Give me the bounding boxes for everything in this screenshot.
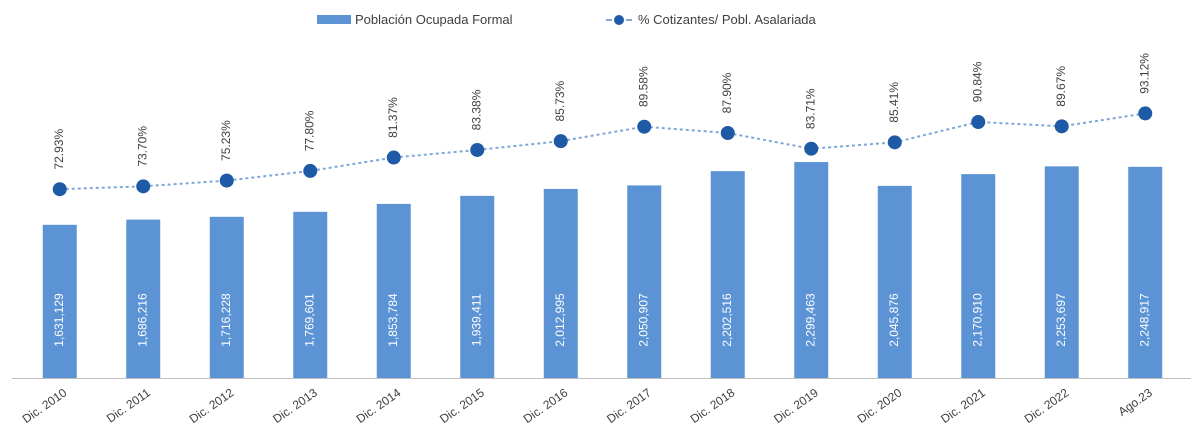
line-point	[637, 119, 652, 134]
line-value-label: 73.70%	[135, 126, 149, 167]
line-point	[52, 182, 67, 197]
line-point	[470, 142, 485, 157]
bar-value-label: 2,248,917	[1137, 293, 1151, 347]
line-value-label: 83.71%	[803, 88, 817, 129]
line-point	[804, 141, 819, 156]
line-value-label: 85.41%	[887, 82, 901, 123]
x-axis-labels: Dic. 2010 Dic. 2011 Dic. 2012 Dic. 2013 Dic.…	[20, 385, 1155, 426]
line-value-label: 93.12%	[1137, 53, 1151, 94]
line-series: 72.93% 73.70% 75.23% 77.80% 81.37% 83.38% 85.7…	[52, 53, 1153, 197]
bar-value-label: 1,716,228	[219, 293, 233, 347]
line-value-label: 77.80%	[302, 110, 316, 151]
line-value-label: 75.23%	[219, 120, 233, 161]
x-tick-label: Dic. 2013	[270, 385, 320, 426]
x-tick-label: Dic. 2019	[771, 385, 821, 426]
line-point	[553, 134, 568, 149]
bar	[293, 211, 328, 378]
bar-value-label: 2,253,697	[1054, 293, 1068, 347]
line-value-label: 85.73%	[553, 80, 567, 121]
x-tick-label: Dic. 2014	[354, 385, 404, 426]
line-point	[136, 179, 151, 194]
x-tick-label: Dic. 2015	[437, 385, 487, 426]
bar-value-label: 1,686,216	[135, 293, 149, 347]
bar	[710, 171, 745, 378]
line-value-label: 81.37%	[386, 97, 400, 138]
bar	[877, 185, 912, 378]
x-tick-label: Dic. 2021	[938, 385, 988, 426]
bar-value-label: 1,769,601	[302, 293, 316, 347]
line-point	[303, 163, 318, 178]
legend-item-line: % Cotizantes/ Pobl. Asalariada	[606, 12, 816, 27]
x-tick-label: Dic. 2011	[104, 385, 153, 425]
bar-value-label: 1,939,411	[469, 293, 483, 346]
legend-bar-swatch	[317, 15, 351, 24]
x-tick-label: Dic. 2018	[688, 385, 738, 426]
line-value-label: 89.67%	[1054, 66, 1068, 107]
line-point	[386, 150, 401, 165]
bar	[460, 195, 495, 378]
legend-line-swatch	[606, 14, 632, 25]
bar	[543, 188, 578, 378]
bar-value-label: 2,050,907	[636, 293, 650, 347]
line-point	[1054, 119, 1069, 134]
bar	[794, 162, 829, 378]
bar-value-label: 1,853,784	[386, 293, 400, 347]
bar-value-label: 2,202,516	[720, 293, 734, 347]
x-tick-label: Dic. 2017	[604, 385, 654, 426]
bar-value-label: 2,170,910	[970, 293, 984, 347]
legend-line-label: % Cotizantes/ Pobl. Asalariada	[638, 12, 816, 27]
line-point	[887, 135, 902, 150]
bar	[209, 216, 244, 378]
x-tick-label: Dic. 2016	[521, 385, 571, 426]
bar-series: 1,631,129 1,686,216 1,716,228 1,769,601 1,85…	[42, 162, 1163, 378]
bar	[376, 203, 411, 378]
x-tick-label: Dic. 2022	[1022, 385, 1072, 426]
bar-value-label: 2,045,876	[887, 293, 901, 347]
line-point	[1138, 106, 1153, 121]
line-path	[59, 112, 1146, 191]
x-tick-label: Ago.23	[1116, 385, 1155, 418]
x-tick-label: Dic. 2010	[20, 385, 70, 426]
legend: Población Ocupada Formal % Cotizantes/ P…	[0, 12, 1197, 32]
bar-value-label: 2,012,995	[553, 293, 567, 347]
x-tick-label: Dic. 2020	[855, 385, 905, 426]
line-value-label: 89.58%	[636, 66, 650, 107]
bar-value-label: 1,631,129	[52, 293, 66, 347]
legend-item-bars: Población Ocupada Formal	[317, 12, 513, 27]
bar	[627, 185, 662, 378]
x-tick-label: Dic. 2012	[187, 385, 237, 426]
bar	[42, 224, 77, 378]
line-point	[219, 173, 234, 188]
line-value-label: 83.38%	[469, 89, 483, 130]
line-value-label: 90.84%	[970, 61, 984, 102]
bar	[1128, 166, 1163, 378]
line-value-label: 72.93%	[52, 129, 66, 170]
line-value-label: 87.90%	[720, 72, 734, 113]
line-point	[720, 125, 735, 140]
bar	[1044, 166, 1079, 378]
bar-value-label: 2,299,463	[803, 293, 817, 347]
bar	[961, 174, 996, 378]
legend-bar-label: Población Ocupada Formal	[355, 12, 513, 27]
bar	[126, 219, 161, 378]
line-point	[971, 114, 986, 129]
